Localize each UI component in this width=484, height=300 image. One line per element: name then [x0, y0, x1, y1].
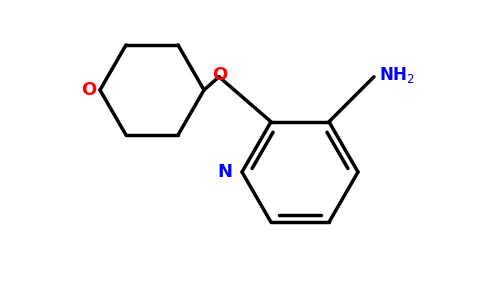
Text: O: O: [212, 66, 227, 84]
Text: NH$_2$: NH$_2$: [379, 65, 415, 85]
Text: O: O: [81, 81, 96, 99]
Text: N: N: [217, 163, 232, 181]
